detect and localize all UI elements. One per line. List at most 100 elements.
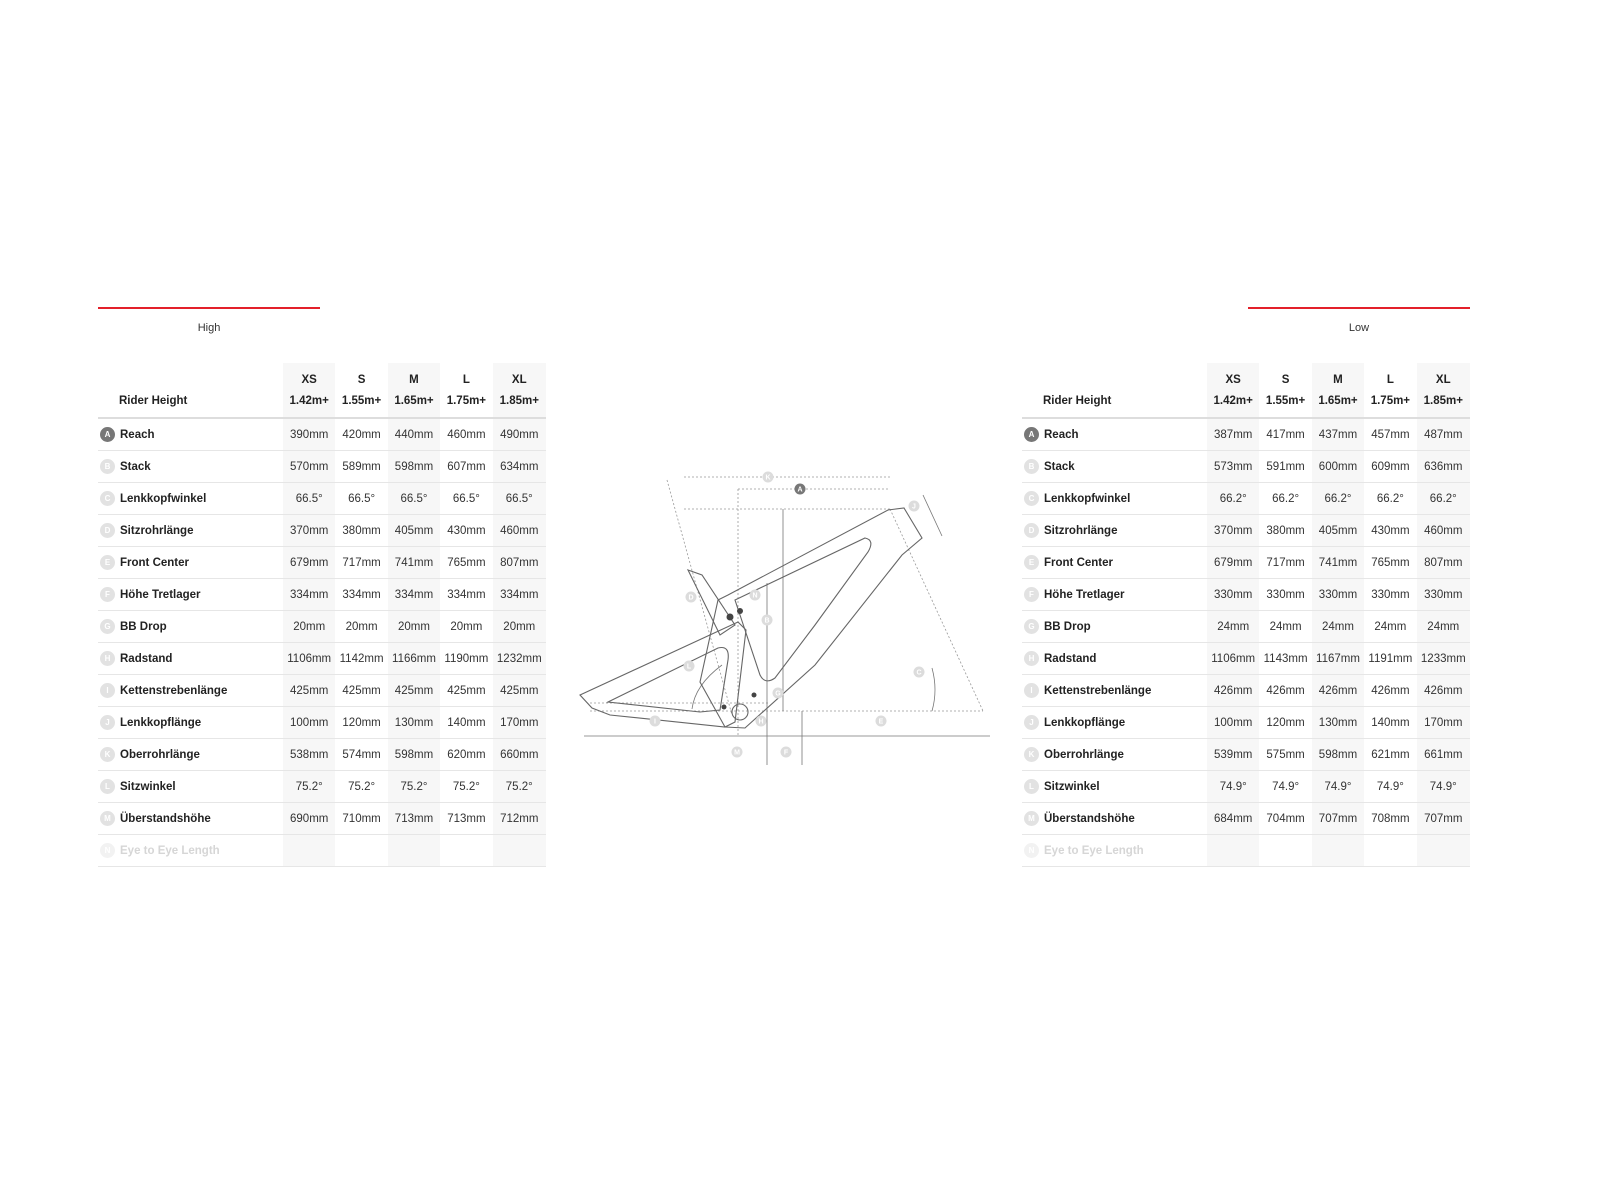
diagram-marker-h: [755, 715, 767, 727]
diagram-marker-label: F: [784, 750, 789, 757]
letter-badge-icon: F: [100, 587, 115, 602]
letter-badge-icon: L: [100, 779, 115, 794]
value-cell: 20mm: [440, 610, 493, 643]
value-cell: 574mm: [335, 738, 388, 771]
row-label: C Lenkkopfwinkel: [98, 491, 283, 506]
value-cell: 390mm: [283, 418, 336, 451]
value-cell: 539mm: [1207, 738, 1260, 771]
row-label-cell: M Überstandshöhe: [1022, 802, 1207, 835]
value-cell: 120mm: [335, 706, 388, 739]
size-header-row: XS S M L XL: [98, 363, 546, 393]
size-header-row: XS S M L XL: [1022, 363, 1470, 393]
diagram-marker-label: H: [758, 719, 763, 726]
row-label-cell: H Radstand: [1022, 642, 1207, 675]
letter-badge-icon: A: [1024, 427, 1039, 442]
table-row: C Lenkkopfwinkel 66.5° 66.5° 66.5° 66.5° 66.5°: [98, 482, 546, 515]
diagram-marker-k: [762, 471, 774, 483]
value-cell: 1106mm: [283, 642, 336, 675]
table-row: H Radstand 1106mm 1142mm 1166mm 1190mm 1232mm: [98, 642, 546, 675]
value-cell: 66.2°: [1311, 482, 1365, 515]
letter-badge-icon: H: [1024, 651, 1039, 666]
letter-badge-icon: M: [1024, 811, 1039, 826]
table-row: M Überstandshöhe 684mm 704mm 707mm 708mm 707mm: [1022, 802, 1470, 835]
table-row: L Sitzwinkel 75.2° 75.2° 75.2° 75.2° 75.2°: [98, 770, 546, 803]
row-label: D Sitzrohrlänge: [98, 523, 283, 538]
value-cell: 24mm: [1416, 610, 1470, 643]
diagram-marker-label: C: [916, 670, 921, 677]
diagram-marker-label: D: [688, 595, 693, 602]
value-cell: 1166mm: [387, 642, 441, 675]
row-label-cell: D Sitzrohrlänge: [98, 514, 283, 547]
value-cell: 660mm: [492, 738, 546, 771]
value-cell: 589mm: [335, 450, 388, 483]
table-row: E Front Center 679mm 717mm 741mm 765mm 807mm: [98, 546, 546, 579]
row-label-cell: A Reach: [98, 418, 283, 451]
row-label-cell: D Sitzrohrlänge: [1022, 514, 1207, 547]
size-header-l: L: [462, 374, 470, 386]
table-row: D Sitzrohrlänge 370mm 380mm 405mm 430mm 460mm: [1022, 514, 1470, 547]
row-label: H Radstand: [1022, 651, 1207, 666]
value-cell: 765mm: [440, 546, 493, 579]
letter-badge-icon: A: [100, 427, 115, 442]
value-cell: 741mm: [387, 546, 441, 579]
value-cell: 66.2°: [1364, 482, 1417, 515]
value-cell: 430mm: [440, 514, 493, 547]
table-row: A Reach 390mm 420mm 440mm 460mm 490mm: [98, 418, 546, 451]
value-cell: 75.2°: [492, 770, 546, 803]
value-cell: 600mm: [1311, 450, 1365, 483]
row-label: G BB Drop: [98, 619, 283, 634]
value-cell: [1207, 834, 1260, 867]
value-cell: 1167mm: [1311, 642, 1365, 675]
row-label-cell: C Lenkkopfwinkel: [98, 482, 283, 515]
value-cell: 405mm: [387, 514, 441, 547]
rider-height-value: 1.65m+: [1311, 393, 1365, 419]
value-cell: [1311, 834, 1365, 867]
row-label-cell: I Kettenstrebenlänge: [1022, 674, 1207, 707]
row-label-cell: N Eye to Eye Length: [98, 834, 283, 867]
value-cell: 430mm: [1364, 514, 1417, 547]
high-accent-line: [98, 307, 320, 309]
size-header-xl: XL: [492, 363, 546, 393]
row-label-cell: M Überstandshöhe: [98, 802, 283, 835]
value-cell: 380mm: [335, 514, 388, 547]
diagram-marker-l: [683, 660, 695, 672]
value-cell: 334mm: [492, 578, 546, 611]
row-label-text: Lenkkopfwinkel: [120, 492, 207, 505]
value-cell: 66.2°: [1259, 482, 1312, 515]
value-cell: 74.9°: [1416, 770, 1470, 803]
diagram-marker-d: [685, 591, 697, 603]
rider-height-value: 1.55m+: [1259, 393, 1312, 419]
value-cell: 130mm: [1311, 706, 1365, 739]
row-label-cell: K Oberrohrlänge: [98, 738, 283, 771]
letter-badge-icon: E: [1024, 555, 1039, 570]
row-label: G BB Drop: [1022, 619, 1207, 634]
row-label: J Lenkkopflänge: [98, 715, 283, 730]
row-label-cell: J Lenkkopflänge: [98, 706, 283, 739]
row-label-cell: L Sitzwinkel: [1022, 770, 1207, 803]
diagram-marker-f: [780, 746, 792, 758]
row-label-text: Sitzrohrlänge: [1044, 524, 1118, 537]
row-label: N Eye to Eye Length: [1022, 843, 1207, 858]
table-row: I Kettenstrebenlänge 425mm 425mm 425mm 425mm 4…: [98, 674, 546, 707]
value-cell: 140mm: [1364, 706, 1417, 739]
value-cell: 741mm: [1311, 546, 1365, 579]
value-cell: 717mm: [335, 546, 388, 579]
value-cell: 575mm: [1259, 738, 1312, 771]
header-spacer: [1022, 363, 1207, 393]
letter-badge-icon: L: [1024, 779, 1039, 794]
diagram-marker-label: M: [734, 750, 740, 757]
row-label: I Kettenstrebenlänge: [1022, 683, 1207, 698]
table-row: K Oberrohrlänge 539mm 575mm 598mm 621mm 661mm: [1022, 738, 1470, 771]
rider-height-row: Rider Height 1.42m+ 1.55m+ 1.65m+ 1.75m+ 1.85…: [1022, 393, 1470, 419]
value-cell: 460mm: [492, 514, 546, 547]
row-label-cell: J Lenkkopflänge: [1022, 706, 1207, 739]
row-label-text: Front Center: [1044, 556, 1113, 569]
low-title: Low: [1348, 322, 1370, 334]
value-cell: [387, 834, 441, 867]
value-cell: 417mm: [1259, 418, 1312, 451]
value-cell: 334mm: [335, 578, 388, 611]
row-label-text: Sitzrohrlänge: [120, 524, 194, 537]
value-cell: 707mm: [1311, 802, 1365, 835]
table-row: J Lenkkopflänge 100mm 120mm 130mm 140mm 170mm: [1022, 706, 1470, 739]
high-title: High: [197, 322, 221, 334]
